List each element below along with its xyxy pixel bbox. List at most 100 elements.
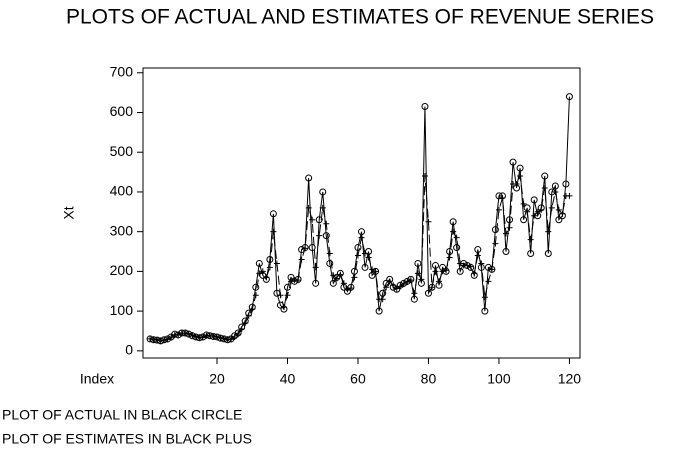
point-plus	[418, 276, 425, 283]
chart-title: PLOTS OF ACTUAL AND ESTIMATES OF REVENUE…	[66, 6, 654, 29]
point-circle	[544, 250, 552, 258]
y-tick-label: 100	[110, 302, 134, 318]
point-plus	[393, 285, 400, 292]
x-tick-label: 120	[558, 371, 582, 387]
point-circle	[354, 244, 362, 252]
x-tick-label: 60	[350, 371, 366, 387]
point-plus	[347, 285, 354, 292]
point-plus	[534, 208, 541, 215]
point-circle	[541, 172, 549, 180]
point-plus	[309, 216, 316, 223]
point-plus	[383, 284, 390, 291]
point-plus	[192, 333, 199, 340]
point-plus	[397, 283, 404, 290]
footnote: PLOT OF ACTUAL IN BLACK CIRCLE	[2, 407, 242, 423]
point-plus	[210, 333, 217, 340]
point-plus	[305, 204, 312, 211]
point-plus	[302, 245, 309, 252]
point-plus	[273, 260, 280, 267]
footnote: PLOT OF ESTIMATES IN BLACK PLUS	[2, 431, 252, 447]
point-plus	[478, 260, 485, 267]
point-plus	[312, 264, 319, 271]
point-plus	[372, 268, 379, 275]
point-plus	[161, 337, 168, 344]
point-plus	[231, 333, 238, 340]
x-tick-label: 80	[421, 371, 437, 387]
point-plus	[295, 277, 302, 284]
point-plus	[354, 252, 361, 259]
point-plus	[323, 220, 330, 227]
point-circle	[565, 93, 573, 101]
point-plus	[175, 331, 182, 338]
x-tick-label: 20	[209, 371, 225, 387]
point-plus	[531, 212, 538, 219]
point-plus	[450, 228, 457, 235]
point-plus	[425, 218, 432, 225]
point-circle	[530, 196, 538, 204]
point-plus	[214, 333, 221, 340]
point-circle	[449, 218, 457, 226]
point-plus	[365, 254, 372, 261]
y-tick-label: 700	[110, 63, 134, 79]
point-plus	[492, 240, 499, 247]
y-tick-label: 500	[110, 143, 134, 159]
point-circle	[326, 259, 334, 267]
point-plus	[400, 281, 407, 288]
point-plus	[481, 294, 488, 301]
y-tick-label: 400	[110, 183, 134, 199]
point-plus	[259, 268, 266, 275]
plot-frame	[142, 67, 581, 359]
point-circle	[414, 259, 422, 267]
x-axis-label: Index	[80, 371, 114, 387]
point-circle	[322, 232, 330, 240]
point-plus	[524, 208, 531, 215]
point-plus	[527, 236, 534, 243]
point-plus	[386, 278, 393, 285]
point-plus	[164, 336, 171, 343]
point-plus	[506, 224, 513, 231]
point-plus	[154, 336, 161, 343]
point-plus	[252, 292, 259, 299]
point-plus	[517, 173, 524, 180]
point-plus	[407, 277, 414, 284]
point-plus	[513, 181, 520, 187]
point-plus	[436, 278, 443, 285]
x-tick-label: 40	[280, 371, 296, 387]
point-circle	[456, 267, 464, 275]
point-plus	[457, 260, 464, 267]
point-plus	[541, 184, 548, 191]
point-circle	[269, 210, 277, 218]
point-plus	[185, 330, 192, 337]
y-tick-label: 300	[110, 222, 134, 238]
point-plus	[333, 275, 340, 282]
point-circle	[509, 158, 517, 166]
point-plus	[168, 334, 175, 341]
point-plus	[217, 334, 224, 341]
point-plus	[189, 331, 196, 338]
point-plus	[467, 263, 474, 270]
point-plus	[319, 204, 326, 211]
point-plus	[428, 284, 435, 291]
point-circle	[424, 289, 432, 297]
point-plus	[488, 266, 495, 273]
point-circle	[421, 103, 429, 111]
point-plus	[249, 306, 256, 313]
point-plus	[263, 274, 270, 281]
point-circle	[484, 263, 492, 271]
point-circle	[555, 216, 563, 224]
point-plus	[421, 173, 428, 180]
point-circle	[520, 216, 528, 224]
y-tick-label: 200	[110, 262, 134, 278]
point-circle	[283, 283, 291, 291]
point-circle	[375, 307, 383, 315]
point-plus	[414, 270, 421, 277]
point-plus	[344, 286, 351, 293]
point-plus	[443, 267, 450, 274]
y-tick-label: 600	[110, 103, 134, 119]
point-plus	[316, 232, 323, 239]
point-plus	[404, 279, 411, 286]
point-plus	[238, 326, 245, 332]
point-circle	[252, 283, 260, 291]
point-plus	[326, 250, 333, 257]
